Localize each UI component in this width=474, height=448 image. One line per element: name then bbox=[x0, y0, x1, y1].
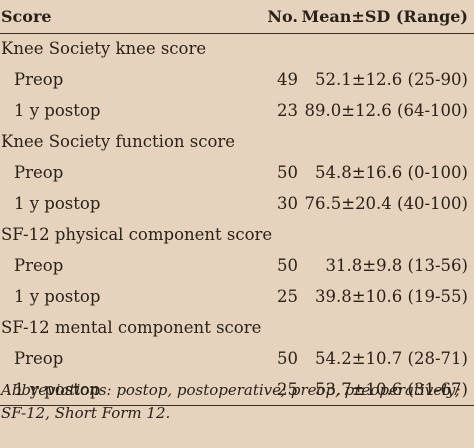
row-label: Preop bbox=[14, 163, 64, 182]
group-row-knee-society-knee-score: Knee Society knee score bbox=[0, 33, 474, 64]
row-mean-sd-range: 76.5±20.4 (40-100) bbox=[304, 194, 469, 213]
group-title: Knee Society function score bbox=[1, 132, 236, 151]
outcome-scores-table: Score No. Mean±SD (Range) Knee Society k… bbox=[0, 0, 474, 406]
row-count: 50 bbox=[277, 163, 298, 182]
header-score: Score bbox=[0, 0, 250, 34]
table-row: Preop 50 54.8±16.6 (0-100) bbox=[0, 157, 474, 188]
row-mean-sd-range: 89.0±12.6 (64-100) bbox=[304, 101, 469, 120]
row-mean-sd-range: 52.1±12.6 (25-90) bbox=[315, 70, 468, 89]
table-header: Score No. Mean±SD (Range) bbox=[0, 0, 474, 34]
row-mean-sd-range: 31.8±9.8 (13-56) bbox=[325, 256, 469, 275]
table-row: Preop 50 54.2±10.7 (28-71) bbox=[0, 343, 474, 374]
header-mean-sd-range: Mean±SD (Range) bbox=[300, 0, 474, 34]
row-mean-sd-range: 39.8±10.6 (19-55) bbox=[315, 287, 468, 306]
row-count: 25 bbox=[250, 374, 300, 406]
row-mean-sd-range: 54.8±16.6 (0-100) bbox=[315, 163, 468, 182]
group-row-sf12-physical-component-score: SF-12 physical component score bbox=[0, 219, 474, 250]
row-label: Preop bbox=[14, 349, 64, 368]
table-row: 1 y postop 25 53.7±10.6 (31-67) bbox=[0, 374, 474, 406]
row-count: 50 bbox=[277, 256, 298, 275]
row-label: 1 y postop bbox=[0, 374, 250, 406]
row-label: 1 y postop bbox=[14, 287, 101, 306]
row-label: Preop bbox=[14, 256, 64, 275]
table-body: Knee Society knee score Preop 49 52.1±12… bbox=[0, 33, 474, 406]
footnote-line: Abbreviations: postop, postoperative; pr… bbox=[1, 381, 461, 399]
row-count: 50 bbox=[277, 349, 298, 368]
row-mean-sd-range: 53.7±10.6 (31-67) bbox=[300, 374, 474, 406]
group-title: Knee Society knee score bbox=[1, 39, 207, 59]
group-row-knee-society-function-score: Knee Society function score bbox=[0, 126, 474, 157]
row-count: 23 bbox=[277, 101, 298, 120]
table-row: Preop 50 31.8±9.8 (13-56) bbox=[0, 250, 474, 281]
group-title: SF-12 physical component score bbox=[1, 225, 273, 244]
row-label: 1 y postop bbox=[14, 101, 101, 120]
group-row-sf12-mental-component-score: SF-12 mental component score bbox=[0, 312, 474, 343]
row-count: 49 bbox=[277, 70, 298, 89]
row-count: 25 bbox=[277, 287, 298, 306]
table-row: 1 y postop 30 76.5±20.4 (40-100) bbox=[0, 188, 474, 219]
header-row: Score No. Mean±SD (Range) bbox=[0, 0, 474, 34]
table-row: Preop 49 52.1±12.6 (25-90) bbox=[0, 64, 474, 95]
footnote-line: SF-12, Short Form 12. bbox=[1, 404, 171, 422]
group-title: SF-12 mental component score bbox=[1, 318, 262, 337]
row-label: Preop bbox=[14, 70, 64, 89]
table-footnote: Abbreviations: postop, postoperative; pr… bbox=[1, 379, 471, 425]
header-no: No. bbox=[250, 0, 300, 34]
table-row: 1 y postop 23 89.0±12.6 (64-100) bbox=[0, 95, 474, 126]
row-label: 1 y postop bbox=[14, 194, 101, 213]
row-count: 30 bbox=[277, 194, 298, 213]
table-row: 1 y postop 25 39.8±10.6 (19-55) bbox=[0, 281, 474, 312]
row-mean-sd-range: 54.2±10.7 (28-71) bbox=[315, 349, 468, 368]
